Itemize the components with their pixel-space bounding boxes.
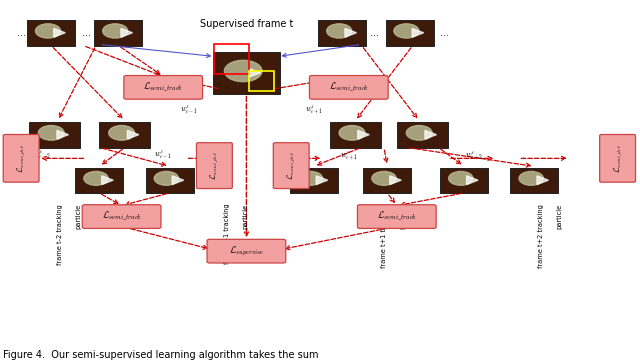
Polygon shape: [57, 130, 68, 139]
Polygon shape: [345, 28, 356, 37]
FancyBboxPatch shape: [330, 122, 381, 148]
Circle shape: [225, 60, 262, 82]
Text: frame t+2 tracking: frame t+2 tracking: [538, 204, 544, 268]
Circle shape: [449, 171, 473, 185]
Polygon shape: [537, 176, 548, 185]
Text: $w^t_{t-2}$: $w^t_{t-2}$: [33, 148, 51, 161]
Text: $\mathcal{L}_{supervise}$: $\mathcal{L}_{supervise}$: [229, 245, 264, 258]
FancyBboxPatch shape: [124, 76, 202, 99]
FancyBboxPatch shape: [357, 205, 436, 229]
FancyBboxPatch shape: [212, 52, 280, 94]
Text: particle: particle: [75, 204, 81, 229]
Polygon shape: [121, 28, 132, 37]
Text: $\mathcal{L}_{semi\_det}$: $\mathcal{L}_{semi\_det}$: [15, 144, 27, 173]
Circle shape: [519, 171, 543, 185]
FancyBboxPatch shape: [28, 20, 76, 46]
Circle shape: [35, 24, 61, 38]
Polygon shape: [102, 176, 113, 185]
Text: $\mathcal{L}_{semi\_det}$: $\mathcal{L}_{semi\_det}$: [285, 151, 297, 180]
Text: frame t-2 tracking: frame t-2 tracking: [56, 204, 63, 265]
Text: $\mathcal{L}_{semi\_track}$: $\mathcal{L}_{semi\_track}$: [377, 210, 417, 223]
FancyBboxPatch shape: [95, 20, 142, 46]
FancyBboxPatch shape: [290, 168, 338, 193]
FancyBboxPatch shape: [319, 20, 366, 46]
Text: $w^l_{t+1}$: $w^l_{t+1}$: [305, 102, 323, 116]
Circle shape: [406, 126, 432, 140]
FancyBboxPatch shape: [440, 168, 488, 193]
FancyBboxPatch shape: [99, 122, 150, 148]
Polygon shape: [467, 176, 478, 185]
FancyBboxPatch shape: [600, 135, 636, 182]
FancyBboxPatch shape: [364, 168, 412, 193]
FancyBboxPatch shape: [207, 240, 285, 263]
Polygon shape: [316, 176, 328, 185]
Text: ...: ...: [17, 28, 26, 38]
Text: $w^t_{t+2}$: $w^t_{t+2}$: [465, 148, 483, 162]
Text: $\mathcal{L}_{semi\_track}$: $\mathcal{L}_{semi\_track}$: [329, 81, 369, 94]
Text: $w^t_{t-1}$: $w^t_{t-1}$: [154, 148, 172, 161]
FancyBboxPatch shape: [76, 168, 123, 193]
FancyBboxPatch shape: [397, 122, 448, 148]
Text: frame t-1 tracking: frame t-1 tracking: [224, 204, 230, 265]
Circle shape: [84, 171, 108, 185]
Polygon shape: [425, 130, 436, 139]
FancyBboxPatch shape: [310, 76, 388, 99]
FancyBboxPatch shape: [385, 20, 434, 46]
Text: $\mathcal{L}_{semi\_track}$: $\mathcal{L}_{semi\_track}$: [143, 81, 183, 94]
Text: particle: particle: [243, 204, 249, 229]
Circle shape: [339, 126, 365, 140]
Circle shape: [102, 24, 128, 38]
FancyBboxPatch shape: [83, 205, 161, 229]
Text: ...: ...: [370, 28, 379, 38]
Circle shape: [298, 171, 323, 185]
Circle shape: [154, 171, 179, 185]
Polygon shape: [127, 130, 139, 139]
Circle shape: [394, 24, 419, 38]
Polygon shape: [412, 28, 424, 37]
Circle shape: [326, 24, 352, 38]
Polygon shape: [54, 28, 65, 37]
Text: ...: ...: [440, 28, 449, 38]
Text: particle: particle: [399, 204, 406, 229]
Circle shape: [38, 126, 64, 140]
Text: $w^t_{t+1}$: $w^t_{t+1}$: [340, 148, 358, 162]
Text: $\mathcal{L}_{semi\_det}$: $\mathcal{L}_{semi\_det}$: [209, 151, 220, 180]
FancyBboxPatch shape: [146, 168, 193, 193]
FancyBboxPatch shape: [3, 135, 39, 182]
Text: Figure 4.  Our semi-supervised learning algorithm takes the sum: Figure 4. Our semi-supervised learning a…: [3, 350, 319, 360]
Text: frame t+1 tracking: frame t+1 tracking: [381, 204, 387, 268]
Circle shape: [372, 171, 396, 185]
Polygon shape: [390, 176, 401, 185]
FancyBboxPatch shape: [273, 143, 309, 189]
Polygon shape: [358, 130, 369, 139]
Circle shape: [109, 126, 134, 140]
FancyBboxPatch shape: [511, 168, 558, 193]
FancyBboxPatch shape: [196, 143, 232, 189]
Polygon shape: [172, 176, 184, 185]
Text: $w^l_{t-1}$: $w^l_{t-1}$: [180, 103, 198, 116]
Polygon shape: [249, 68, 260, 77]
Text: particle: particle: [556, 204, 563, 229]
FancyBboxPatch shape: [29, 122, 80, 148]
Text: $\mathcal{L}_{semi\_track}$: $\mathcal{L}_{semi\_track}$: [102, 210, 141, 223]
Text: ...: ...: [82, 28, 91, 38]
Text: Supervised frame t: Supervised frame t: [200, 19, 293, 29]
Text: $\mathcal{L}_{semi\_det}$: $\mathcal{L}_{semi\_det}$: [612, 144, 623, 173]
